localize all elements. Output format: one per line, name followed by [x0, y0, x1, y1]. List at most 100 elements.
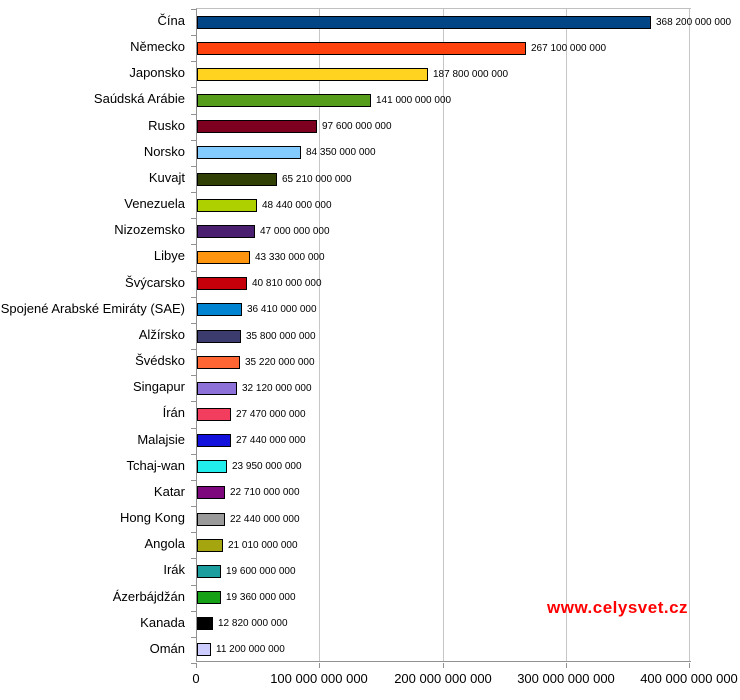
bar-value-label: 65 210 000 000 — [282, 174, 352, 185]
bar-value-label: 32 120 000 000 — [242, 383, 312, 394]
bar-value-label: 11 200 000 000 — [216, 644, 285, 655]
bar — [197, 277, 247, 290]
y-tick — [191, 297, 196, 298]
bar — [197, 565, 221, 578]
y-tick — [191, 611, 196, 612]
y-tick — [191, 349, 196, 350]
bar-value-label: 48 440 000 000 — [262, 200, 332, 211]
bar-value-label: 368 200 000 000 — [656, 17, 732, 28]
category-label: Katar — [153, 483, 185, 499]
bar-value-label: 43 330 000 000 — [255, 252, 325, 263]
bar — [197, 94, 371, 107]
bar — [197, 486, 225, 499]
y-tick — [191, 166, 196, 167]
bar-value-label: 22 710 000 000 — [230, 487, 300, 498]
bar-value-label: 36 410 000 000 — [247, 304, 317, 315]
category-label: Libye — [153, 248, 185, 264]
bar-value-label: 19 360 000 000 — [226, 592, 296, 603]
y-tick — [191, 140, 196, 141]
plot-area: 368 200 000 000 267 100 000 000 187 800 00… — [191, 8, 731, 664]
y-tick — [191, 480, 196, 481]
x-tick-label: 300 000 000 000 — [517, 671, 615, 686]
y-tick — [191, 9, 196, 10]
category-label: Venezuela — [124, 196, 185, 212]
category-label: Japonsko — [129, 65, 185, 81]
bar-value-label: 40 810 000 000 — [252, 278, 322, 289]
gridline — [689, 9, 690, 661]
y-tick — [191, 192, 196, 193]
x-tick — [443, 663, 444, 668]
bar — [197, 199, 257, 212]
gridline — [319, 9, 320, 661]
bar — [197, 408, 231, 421]
bar-value-label: 35 800 000 000 — [246, 331, 316, 342]
x-tick-label: 0 — [192, 671, 200, 686]
y-tick — [191, 585, 196, 586]
category-label: Švýcarsko — [125, 274, 185, 290]
bar — [197, 303, 242, 316]
category-label: Německo — [130, 39, 185, 55]
gridline — [443, 9, 444, 661]
bar — [197, 539, 223, 552]
y-tick — [191, 663, 196, 664]
bar — [197, 225, 255, 238]
bar-value-label: 47 000 000 000 — [260, 226, 330, 237]
x-tick-label: 100 000 000 000 — [270, 671, 368, 686]
category-label: Alžírsko — [138, 326, 185, 342]
x-tick — [196, 663, 197, 668]
y-tick — [191, 114, 196, 115]
bar-value-label: 12 820 000 000 — [218, 618, 288, 629]
bar — [197, 42, 526, 55]
category-axis: Čína Německo Japonsko Saúdská Arábie Rusko No… — [0, 8, 190, 662]
bar — [197, 146, 301, 159]
bar — [197, 617, 213, 630]
x-tick — [566, 663, 567, 668]
bar-value-label: 22 440 000 000 — [230, 514, 300, 525]
y-tick — [191, 271, 196, 272]
category-label: Tchaj-wan — [126, 457, 185, 473]
category-label: Irák — [163, 562, 185, 578]
bar — [197, 68, 428, 81]
y-tick — [191, 428, 196, 429]
bar-value-label: 27 470 000 000 — [236, 409, 306, 420]
x-tick-label: 200 000 000 000 — [394, 671, 492, 686]
bar — [197, 643, 211, 656]
y-tick — [191, 323, 196, 324]
bar-value-label: 141 000 000 000 — [376, 95, 452, 106]
y-tick — [191, 558, 196, 559]
y-tick — [191, 35, 196, 36]
x-axis: 0 100 000 000 000 200 000 000 000 300 000 0… — [192, 663, 738, 699]
x-tick — [319, 663, 320, 668]
y-tick — [191, 61, 196, 62]
bar — [197, 16, 651, 29]
y-tick — [191, 454, 196, 455]
category-label: Ázerbájdžán — [112, 588, 185, 604]
x-tick-label: 400 000 000 000 — [640, 671, 738, 686]
bar — [197, 434, 231, 447]
y-tick — [191, 87, 196, 88]
bar-value-label: 187 800 000 000 — [433, 69, 509, 80]
category-label: Kanada — [140, 614, 185, 630]
bar — [197, 120, 317, 133]
y-tick — [191, 401, 196, 402]
bar-value-label: 35 220 000 000 — [245, 357, 315, 368]
category-label: Spojené Arabské Emiráty (SAE) — [0, 300, 185, 316]
y-tick — [191, 218, 196, 219]
category-label: Kuvajt — [148, 169, 185, 185]
bar-value-label: 27 440 000 000 — [236, 435, 306, 446]
y-tick — [191, 532, 196, 533]
y-tick — [191, 375, 196, 376]
bar-value-label: 19 600 000 000 — [226, 566, 296, 577]
bar — [197, 356, 240, 369]
bar — [197, 382, 237, 395]
bar — [197, 513, 225, 526]
category-label: Nizozemsko — [114, 222, 185, 238]
category-label: Švédsko — [135, 353, 185, 369]
y-tick — [191, 244, 196, 245]
y-tick — [191, 506, 196, 507]
category-label: Rusko — [148, 117, 185, 133]
category-label: Írán — [162, 405, 185, 421]
y-tick — [191, 637, 196, 638]
bar-value-label: 21 010 000 000 — [228, 540, 298, 551]
